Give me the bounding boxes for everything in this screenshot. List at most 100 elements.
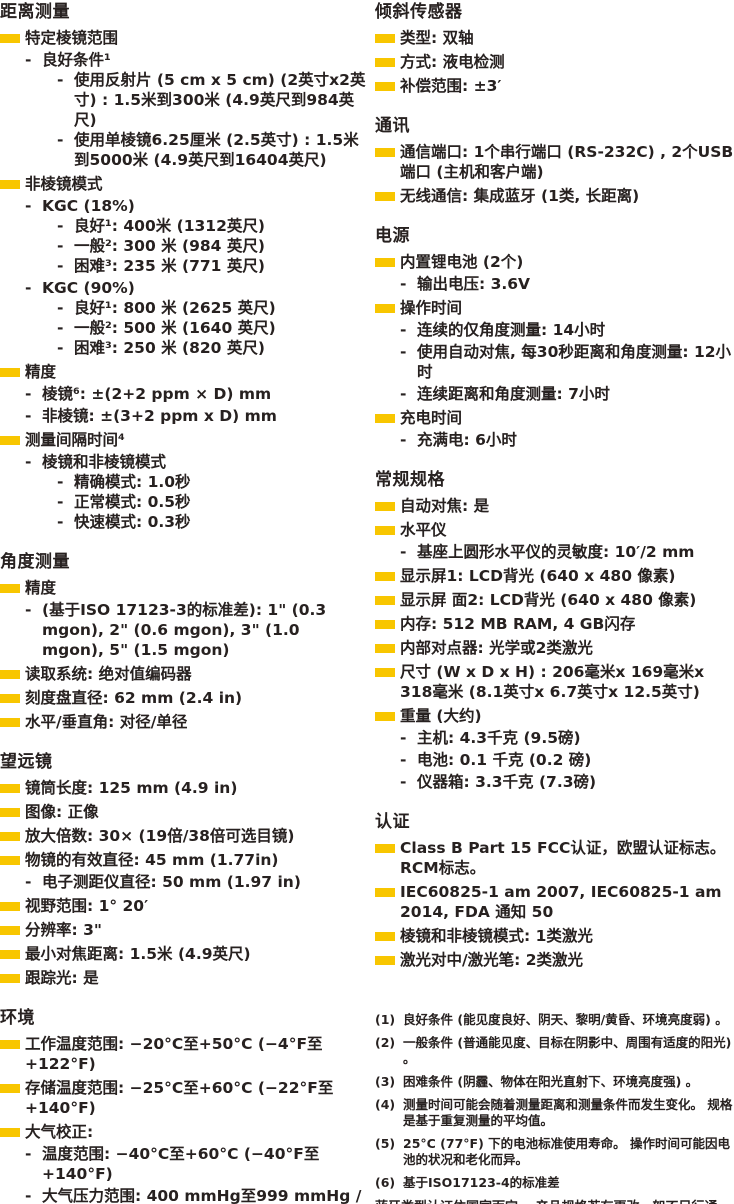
- dash-marker: -: [57, 319, 64, 337]
- section-title: 角度测量: [0, 552, 70, 572]
- dash-marker: -: [400, 431, 407, 449]
- spec-text: 基座上圆形水平仪的灵敏度: 10′/2 mm: [417, 543, 695, 561]
- spec-text: 刻度盘直径: 62 mm (2.4 in): [25, 689, 243, 707]
- spec-item: IEC60825-1 am 2007, IEC60825-1 am 2014, …: [375, 882, 734, 922]
- spec-text: 分辨率: 3": [25, 921, 102, 939]
- spec-item: 镜筒长度: 125 mm (4.9 in): [0, 778, 366, 798]
- bullet-icon: [375, 932, 395, 941]
- spec-text: 良好¹: 800 米 (2625 英尺): [74, 299, 276, 317]
- section-title: 通讯: [375, 116, 410, 136]
- bullet-icon: [375, 526, 395, 535]
- spec-item: Class B Part 15 FCC认证，欧盟认证标志。RCM标志。: [375, 838, 734, 878]
- bullet-icon: [0, 926, 20, 935]
- spec-item: - 棱镜⁶: ±(2+2 ppm × D) mm: [0, 384, 366, 404]
- spec-item: 内存: 512 MB RAM, 4 GB闪存: [375, 614, 734, 634]
- spec-text: 输出电压: 3.6V: [417, 275, 531, 293]
- footnote-text: 基于ISO17123-4的标准差: [403, 1175, 560, 1190]
- footnote-marker: (4): [375, 1097, 396, 1112]
- bullet-icon: [0, 950, 20, 959]
- dash-marker: -: [400, 275, 407, 293]
- footnote: (3) 困难条件 (阴霾、物体在阳光直射下、环境亮度强) 。: [375, 1074, 734, 1090]
- dash-marker: -: [400, 543, 407, 561]
- spec-text: 困难³: 235 米 (771 英尺): [74, 257, 265, 275]
- spec-text: 镜筒长度: 125 mm (4.9 in): [25, 779, 238, 797]
- spec-text: 困难³: 250 米 (820 英尺): [74, 339, 265, 357]
- dash-marker: -: [57, 217, 64, 235]
- spec-item: - 电子测距仪直径: 50 mm (1.97 in): [0, 872, 366, 892]
- dash-marker: -: [57, 237, 64, 255]
- spec-text: 正常模式: 0.5秒: [74, 493, 191, 511]
- spec-text: 放大倍数: 30× (19倍/38倍可选目镜): [25, 827, 295, 845]
- spec-text: 一般²: 500 米 (1640 英尺): [74, 319, 276, 337]
- footnote-text: 困难条件 (阴霾、物体在阳光直射下、环境亮度强) 。: [403, 1074, 699, 1089]
- bullet-icon: [0, 856, 20, 865]
- spec-text: 操作时间: [400, 299, 463, 317]
- footnote: (5) 25°C (77°F) 下的电池标准使用寿命。 操作时间可能因电池的状况和…: [375, 1136, 734, 1168]
- spec-item: - 良好¹: 400米 (1312英尺): [0, 216, 366, 236]
- spec-item: - 良好¹: 800 米 (2625 英尺): [0, 298, 366, 318]
- dash-marker: -: [400, 385, 407, 403]
- spec-item: 读取系统: 绝对值编码器: [0, 664, 366, 684]
- spec-text: 精度: [25, 579, 57, 597]
- footnote: (6) 基于ISO17123-4的标准差: [375, 1175, 734, 1191]
- dash-marker: -: [25, 51, 32, 69]
- bullet-icon: [0, 584, 20, 593]
- spec-text: 图像: 正像: [25, 803, 99, 821]
- bullet-icon: [375, 712, 395, 721]
- bullet-icon: [0, 1128, 20, 1137]
- dash-marker: -: [25, 385, 32, 403]
- spec-item: 精度: [0, 578, 366, 598]
- spec-item: 分辨率: 3": [0, 920, 366, 940]
- spec-text: 显示屏 面2: LCD背光 (640 x 480 像素): [400, 591, 697, 609]
- spec-text: 类型: 双轴: [400, 29, 474, 47]
- spec-text: 良好条件¹: [42, 51, 111, 69]
- spec-item: 存储温度范围: −25°C至+60°C (−22°F至+140°F): [0, 1078, 366, 1118]
- spec-item: - 基座上圆形水平仪的灵敏度: 10′/2 mm: [375, 542, 734, 562]
- spec-text: 内置锂电池 (2个): [400, 253, 524, 271]
- spec-item: - 连续距离和角度测量: 7小时: [375, 384, 734, 404]
- footnote: (4) 测量时间可能会随着测量距离和测量条件而发生变化。 规格是基于重复测量的平均…: [375, 1097, 734, 1129]
- spec-text: 仪器箱: 3.3千克 (7.3磅): [417, 773, 597, 791]
- spec-text: 棱镜⁶: ±(2+2 ppm × D) mm: [42, 385, 272, 403]
- spec-item: 图像: 正像: [0, 802, 366, 822]
- spec-item: - (基于ISO 17123-3的标准差): 1" (0.3 mgon), 2" …: [0, 600, 366, 660]
- spec-item: 视野范围: 1° 20′: [0, 896, 366, 916]
- spec-text: 充电时间: [400, 409, 463, 427]
- footnote: (1) 良好条件 (能见度良好、阴天、黎明/黄昏、环境亮度弱) 。: [375, 1012, 734, 1028]
- spec-text: 温度范围: −40°C至+60°C (−40°F至+140°F): [42, 1145, 320, 1183]
- spec-item: - 一般²: 500 米 (1640 英尺): [0, 318, 366, 338]
- section-title: 常规规格: [375, 470, 445, 490]
- spec-text: 连续距离和角度测量: 7小时: [417, 385, 610, 403]
- spec-item: 通信端口: 1个串行端口 (RS-232C) , 2个USB端口 (主机和客户端…: [375, 142, 734, 182]
- bullet-icon: [375, 596, 395, 605]
- bullet-icon: [375, 502, 395, 511]
- spec-text: 重量 (大约): [400, 707, 482, 725]
- spec-text: 一般²: 300 米 (984 英尺): [74, 237, 265, 255]
- spec-text: 非棱镜模式: [25, 175, 103, 193]
- bullet-icon: [0, 180, 20, 189]
- spec-text: (基于ISO 17123-3的标准差): 1" (0.3 mgon), 2" (…: [42, 601, 327, 659]
- spec-item: - KGC (90%): [0, 278, 366, 298]
- spec-item: 物镜的有效直径: 45 mm (1.77in): [0, 850, 366, 870]
- spec-item: 大气校正:: [0, 1122, 366, 1142]
- spec-item: 内部对点器: 光学或2类激光: [375, 638, 734, 658]
- spec-text: 快速模式: 0.3秒: [74, 513, 191, 531]
- spec-text: 精确模式: 1.0秒: [74, 473, 191, 491]
- dash-marker: -: [25, 873, 32, 891]
- dash-marker: -: [57, 71, 64, 89]
- spec-text: 使用反射片 (5 cm x 5 cm) (2英寸x2英寸) : 1.5米到300…: [74, 71, 366, 129]
- footnote-text: 一般条件 (普通能见度、目标在阴影中、周围有适度的阳光) 。: [403, 1035, 732, 1066]
- spec-text: KGC (18%): [42, 197, 135, 215]
- spec-item: - KGC (18%): [0, 196, 366, 216]
- spec-item: 操作时间: [375, 298, 734, 318]
- spec-text: 电池: 0.1 千克 (0.2 磅): [417, 751, 592, 769]
- bullet-icon: [375, 644, 395, 653]
- dash-marker: -: [400, 729, 407, 747]
- bullet-icon: [375, 888, 395, 897]
- bullet-icon: [0, 670, 20, 679]
- spec-item: 刻度盘直径: 62 mm (2.4 in): [0, 688, 366, 708]
- spec-item: 激光对中/激光笔: 2类激光: [375, 950, 734, 970]
- spec-item: - 非棱镜: ±(3+2 ppm x D) mm: [0, 406, 366, 426]
- right-sections: 倾斜传感器 类型: 双轴 方式: 液电检测 补偿范围: ±3′ 通讯 通信端口: 1个串行…: [375, 2, 734, 970]
